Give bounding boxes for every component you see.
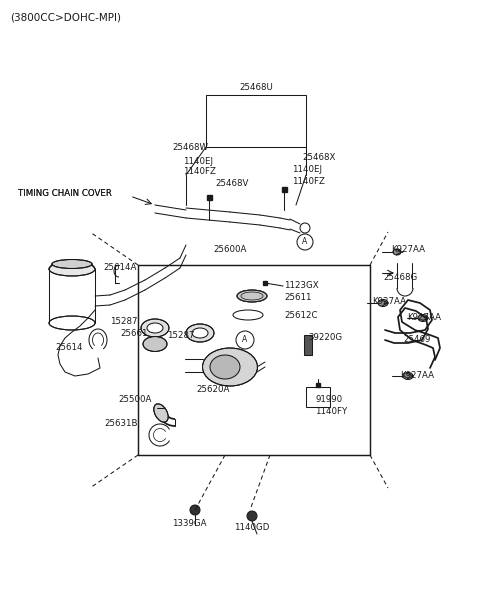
Bar <box>316 383 320 387</box>
Circle shape <box>190 505 200 515</box>
Text: 25468W: 25468W <box>172 143 208 152</box>
Ellipse shape <box>237 290 267 302</box>
Ellipse shape <box>147 323 163 333</box>
Text: 1140FY: 1140FY <box>315 407 347 416</box>
Text: 1140FZ: 1140FZ <box>183 168 216 177</box>
Text: 15287: 15287 <box>167 330 194 339</box>
Bar <box>206 95 306 147</box>
Text: 1140FZ: 1140FZ <box>292 177 325 186</box>
Text: 25468X: 25468X <box>302 152 336 161</box>
Text: K927AA: K927AA <box>400 370 434 379</box>
Ellipse shape <box>210 355 240 379</box>
Text: 15287: 15287 <box>110 317 137 327</box>
Bar <box>207 195 212 200</box>
Text: 1140GD: 1140GD <box>234 523 270 532</box>
Ellipse shape <box>192 328 208 338</box>
Ellipse shape <box>403 373 413 379</box>
Text: 1140EJ: 1140EJ <box>292 166 322 174</box>
Text: 25500A: 25500A <box>118 396 151 404</box>
Ellipse shape <box>141 319 169 337</box>
Text: TIMING CHAIN COVER: TIMING CHAIN COVER <box>18 189 112 197</box>
Text: TIMING CHAIN COVER: TIMING CHAIN COVER <box>18 189 112 197</box>
Text: K927AA: K927AA <box>391 245 425 254</box>
Ellipse shape <box>418 314 428 322</box>
Text: 1140EJ: 1140EJ <box>183 157 213 166</box>
Text: A: A <box>242 336 248 345</box>
Text: 91990: 91990 <box>315 396 342 404</box>
Ellipse shape <box>49 316 95 330</box>
Ellipse shape <box>378 299 388 307</box>
Text: 25612C: 25612C <box>284 311 317 320</box>
Text: K927AA: K927AA <box>372 297 406 307</box>
Text: 1123GX: 1123GX <box>284 282 319 291</box>
Text: 25614: 25614 <box>55 342 83 351</box>
Text: 25469: 25469 <box>403 336 431 345</box>
Circle shape <box>247 511 257 521</box>
Ellipse shape <box>393 249 401 255</box>
Text: 25620A: 25620A <box>196 385 230 395</box>
Text: 39220G: 39220G <box>308 333 342 342</box>
Text: 25611: 25611 <box>284 294 312 302</box>
Text: A: A <box>302 237 308 246</box>
Text: K927AA: K927AA <box>407 313 441 322</box>
Ellipse shape <box>203 348 257 386</box>
Text: 25614A: 25614A <box>103 263 136 273</box>
Bar <box>282 187 287 192</box>
Text: 25661: 25661 <box>120 328 147 337</box>
Bar <box>263 281 267 285</box>
Ellipse shape <box>49 262 95 276</box>
Bar <box>306 387 330 407</box>
Bar <box>304 335 312 355</box>
Text: 1339GA: 1339GA <box>172 518 206 527</box>
Ellipse shape <box>186 324 214 342</box>
Text: 25468U: 25468U <box>239 84 273 92</box>
Text: (3800CC>DOHC-MPI): (3800CC>DOHC-MPI) <box>10 13 121 23</box>
Ellipse shape <box>143 336 167 351</box>
Text: 25468G: 25468G <box>383 274 417 282</box>
Text: 25468V: 25468V <box>215 178 248 188</box>
Bar <box>138 265 370 455</box>
Text: 25600A: 25600A <box>213 245 247 254</box>
Ellipse shape <box>154 404 168 422</box>
Text: 25631B: 25631B <box>104 418 137 427</box>
Ellipse shape <box>52 260 92 268</box>
